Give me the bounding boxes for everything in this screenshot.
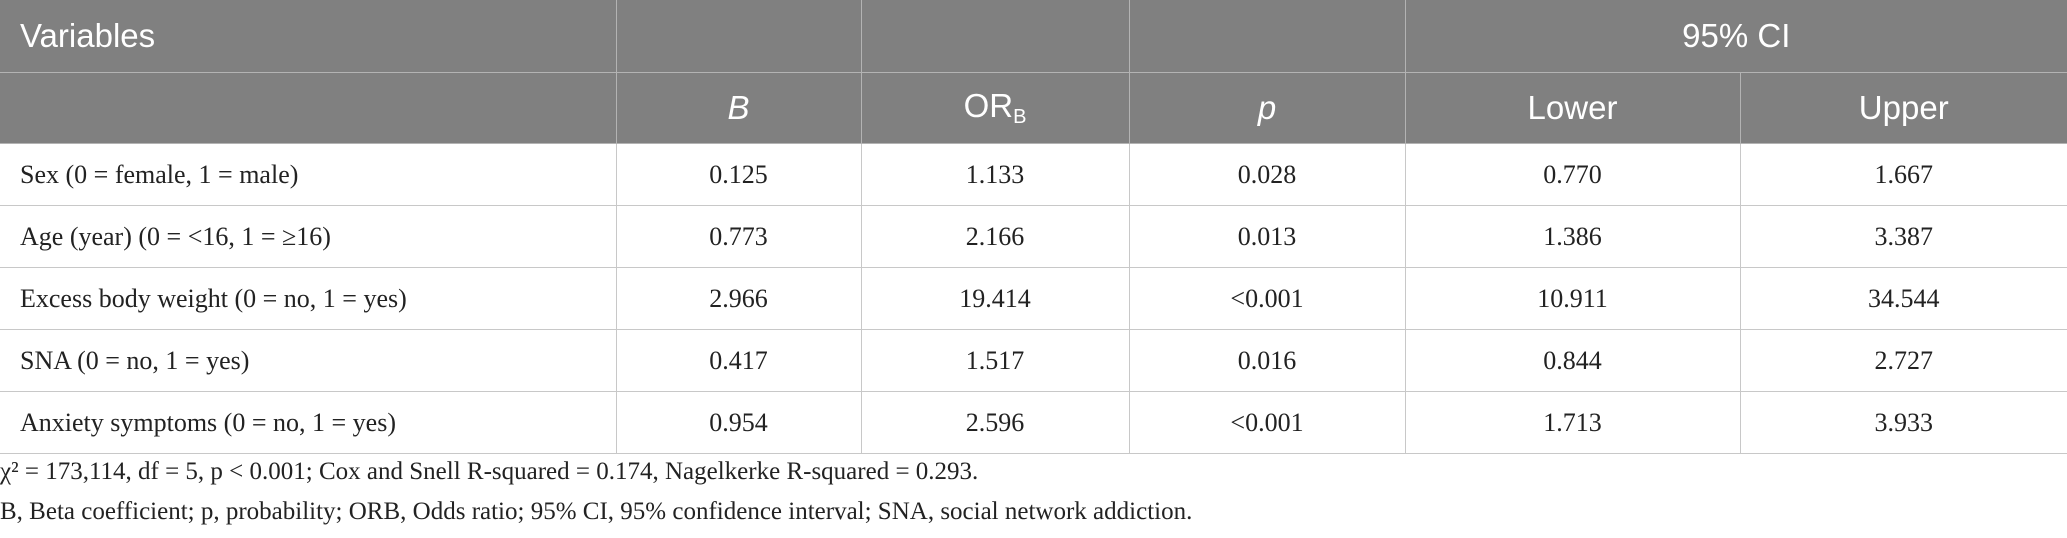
cell-lower: 1.386: [1405, 205, 1741, 268]
cell-p: 0.028: [1129, 143, 1406, 206]
table-row: Excess body weight (0 = no, 1 = yes) 2.9…: [0, 267, 2067, 330]
header-empty-b: [616, 0, 862, 73]
cell-b: 0.773: [616, 205, 862, 268]
cell-b: 0.417: [616, 329, 862, 392]
cell-variable: Excess body weight (0 = no, 1 = yes): [0, 267, 617, 330]
cell-lower: 1.713: [1405, 391, 1741, 454]
header-row-top: Variables 95% CI: [0, 0, 2067, 73]
header-or: ORB: [861, 72, 1130, 144]
table-footnotes: χ² = 173,114, df = 5, p < 0.001; Cox and…: [0, 452, 2067, 532]
cell-or: 2.166: [861, 205, 1130, 268]
cell-b: 2.966: [616, 267, 862, 330]
cell-b: 0.954: [616, 391, 862, 454]
header-variables: Variables: [0, 0, 617, 73]
cell-variable: Sex (0 = female, 1 = male): [0, 143, 617, 206]
header-or-sub: B: [1013, 106, 1027, 128]
cell-lower: 0.844: [1405, 329, 1741, 392]
cell-upper: 34.544: [1740, 267, 2067, 330]
cell-lower: 0.770: [1405, 143, 1741, 206]
header-b: B: [616, 72, 862, 144]
table-row: SNA (0 = no, 1 = yes) 0.417 1.517 0.016 …: [0, 329, 2067, 392]
table-row: Sex (0 = female, 1 = male) 0.125 1.133 0…: [0, 143, 2067, 206]
header-p: p: [1129, 72, 1406, 144]
footnote-abbreviations: B, Beta coefficient; p, probability; ORB…: [0, 498, 1193, 525]
cell-variable: Age (year) (0 = <16, 1 = ≥16): [0, 205, 617, 268]
header-or-main: OR: [963, 87, 1014, 124]
header-lower: Lower: [1405, 72, 1741, 144]
cell-or: 1.517: [861, 329, 1130, 392]
cell-b: 0.125: [616, 143, 862, 206]
table-row: Anxiety symptoms (0 = no, 1 = yes) 0.954…: [0, 391, 2067, 454]
cell-p: 0.016: [1129, 329, 1406, 392]
cell-upper: 3.387: [1740, 205, 2067, 268]
cell-p: <0.001: [1129, 391, 1406, 454]
header-empty-variables: [0, 72, 617, 144]
header-ci: 95% CI: [1405, 0, 2067, 73]
cell-lower: 10.911: [1405, 267, 1741, 330]
cell-upper: 3.933: [1740, 391, 2067, 454]
cell-or: 1.133: [861, 143, 1130, 206]
table-body: Sex (0 = female, 1 = male) 0.125 1.133 0…: [0, 143, 2067, 454]
cell-or: 19.414: [861, 267, 1130, 330]
cell-upper: 2.727: [1740, 329, 2067, 392]
regression-table: Variables 95% CI B ORB p Lower Upper Sex…: [0, 0, 2067, 454]
regression-table-container: Variables 95% CI B ORB p Lower Upper Sex…: [0, 0, 2067, 454]
footnote-statistics: χ² = 173,114, df = 5, p < 0.001; Cox and…: [0, 458, 979, 485]
table-header: Variables 95% CI B ORB p Lower Upper: [0, 0, 2067, 144]
cell-p: 0.013: [1129, 205, 1406, 268]
header-row-sub: B ORB p Lower Upper: [0, 72, 2067, 144]
cell-variable: Anxiety symptoms (0 = no, 1 = yes): [0, 391, 617, 454]
header-empty-p: [1129, 0, 1406, 73]
header-empty-or: [861, 0, 1130, 73]
table-row: Age (year) (0 = <16, 1 = ≥16) 0.773 2.16…: [0, 205, 2067, 268]
cell-or: 2.596: [861, 391, 1130, 454]
cell-upper: 1.667: [1740, 143, 2067, 206]
header-upper: Upper: [1740, 72, 2067, 144]
cell-p: <0.001: [1129, 267, 1406, 330]
cell-variable: SNA (0 = no, 1 = yes): [0, 329, 617, 392]
